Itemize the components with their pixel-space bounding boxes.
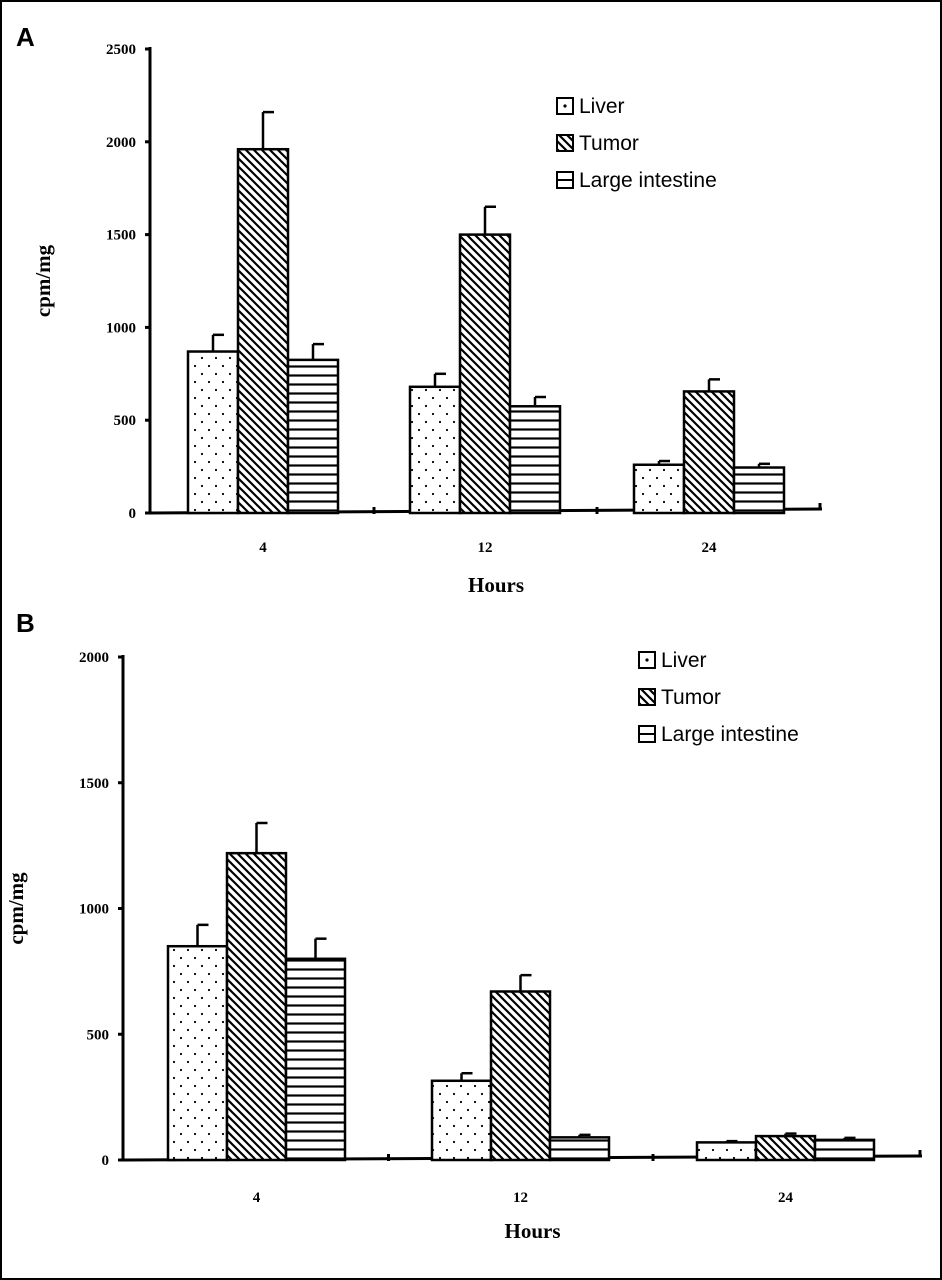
panel-a-y-tick-label: 2500 <box>106 42 136 58</box>
panel-b-y-tick-label: 1000 <box>79 902 109 918</box>
panel-b-legend-label-large-intestine: Large intestine <box>661 723 799 746</box>
chart-panel-b: 0 500 1000 1500 2000 cpm/mg 4 12 24 Hours Liver Tum… <box>4 649 923 1243</box>
panel-a-y-tick-label: 2000 <box>106 135 136 151</box>
panel-b-y-tick-label: 1500 <box>79 776 109 792</box>
panel-a-x-axis-title: Hours <box>468 573 524 597</box>
panel-b-x-tick-label: 4 <box>253 1190 261 1206</box>
panel-b-bar-large-intestine-12 <box>548 1136 611 1162</box>
panel-a-y-tick-label: 500 <box>114 413 137 429</box>
panel-letter-a: A <box>16 22 35 52</box>
panel-b-bar-tumor-12 <box>489 990 552 1162</box>
panel-b-x-tick-label: 12 <box>513 1190 528 1206</box>
panel-a-y-tick-label: 1500 <box>106 228 136 244</box>
panel-a-y-tick-label: 0 <box>129 506 137 522</box>
panel-a-legend-label-liver: Liver <box>579 95 625 118</box>
panel-a-legend-label-large-intestine: Large intestine <box>579 169 717 192</box>
panel-b-y-tick-label: 2000 <box>79 650 109 666</box>
panel-b-bar-large-intestine-4 <box>284 957 347 1162</box>
panel-a-bar-large-intestine-24 <box>732 466 786 515</box>
panel-a-legend-swatch-dot <box>563 104 567 108</box>
panel-a-legend-swatch-tumor <box>556 134 574 152</box>
panel-a-x-tick-label: 12 <box>478 540 493 556</box>
panel-a-y-tick-label: 1000 <box>106 320 136 336</box>
panel-b-bar-liver-4 <box>166 944 229 1162</box>
panel-b-legend-swatch-tumor <box>638 688 656 706</box>
panel-b-x-axis-title: Hours <box>504 1219 560 1243</box>
panel-b-legend: Liver Tumor Large intestine <box>638 649 799 746</box>
panel-a-bar-liver-24 <box>632 463 686 515</box>
panel-a-x-tick-label: 24 <box>702 540 718 556</box>
panel-a-bar-tumor-4 <box>236 147 290 515</box>
panel-b-bar-large-intestine-24 <box>813 1138 876 1162</box>
panel-b-bar-liver-12 <box>430 1079 493 1162</box>
panel-b-x-tick-label: 24 <box>778 1190 794 1206</box>
panel-a-bar-large-intestine-12 <box>508 405 562 515</box>
panel-a-y-axis-title: cpm/mg <box>31 244 55 317</box>
panel-b-bar-liver-24 <box>695 1141 758 1162</box>
panel-b-y-tick-label: 500 <box>87 1027 110 1043</box>
panel-b-legend-swatch-dot <box>645 658 649 662</box>
panel-a-legend: Liver Tumor Large intestine <box>556 95 717 192</box>
panel-a-bar-large-intestine-4 <box>286 358 340 515</box>
panel-b-y-tick-label: 0 <box>102 1153 110 1169</box>
panel-b-bar-tumor-4 <box>225 851 288 1162</box>
panel-b-legend-label-tumor: Tumor <box>661 686 721 709</box>
chart-panel-a: 0 500 1000 1500 2000 2500 cpm/mg 4 12 24 Hours Live… <box>31 42 823 597</box>
panel-a-bar-tumor-12 <box>458 233 512 515</box>
panel-a-bar-liver-12 <box>408 385 462 515</box>
panel-b-bar-tumor-24 <box>754 1134 817 1162</box>
panel-a-bar-liver-4 <box>186 350 240 515</box>
panel-a-x-tick-label: 4 <box>259 540 267 556</box>
panel-a-legend-label-tumor: Tumor <box>579 132 639 155</box>
panel-letter-b: B <box>16 608 35 638</box>
panel-b-y-axis-title: cpm/mg <box>4 872 28 945</box>
panel-a-bar-tumor-24 <box>682 390 736 515</box>
panel-b-legend-label-liver: Liver <box>661 649 707 672</box>
